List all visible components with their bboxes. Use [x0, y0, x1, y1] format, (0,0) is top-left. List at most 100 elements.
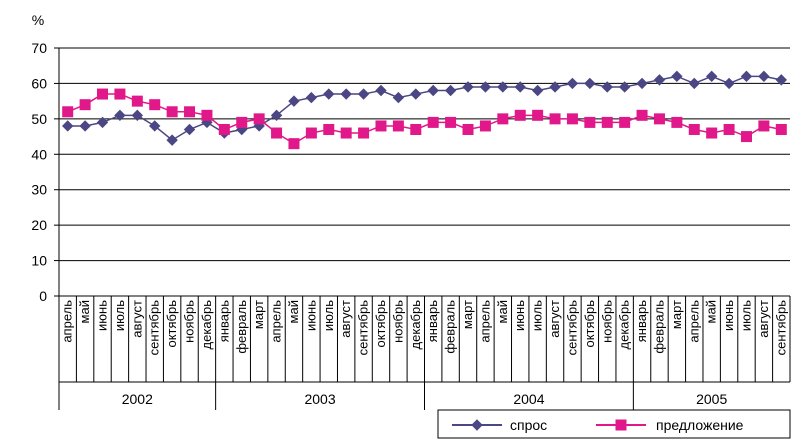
y-tick-label-60: 60: [31, 75, 47, 91]
x-tick-label: март: [669, 300, 684, 329]
data-point-demand: [79, 120, 91, 132]
data-point-supply: [131, 95, 143, 107]
data-point-supply: [323, 123, 335, 135]
data-point-supply: [288, 138, 300, 150]
data-point-demand: [149, 120, 161, 132]
data-point-supply: [566, 113, 578, 125]
x-tick-label: июль: [738, 300, 753, 331]
x-tick-label: март: [251, 300, 266, 329]
data-point-demand: [723, 77, 735, 90]
data-point-supply: [253, 113, 265, 125]
data-point-supply: [340, 127, 352, 139]
x-tick-label: октябрь: [582, 300, 597, 348]
data-point-demand: [549, 81, 561, 93]
x-tick-label: январь: [634, 300, 649, 342]
x-tick-label: август: [756, 300, 771, 338]
series-demand: [61, 70, 788, 146]
data-point-demand: [705, 70, 718, 83]
x-tick-label: июнь: [303, 300, 318, 331]
data-point-demand: [323, 88, 335, 100]
x-tick-label: май: [286, 300, 301, 323]
data-point-demand: [392, 91, 405, 104]
data-point-supply: [79, 99, 91, 111]
plot-area: [59, 48, 790, 296]
data-point-demand: [497, 81, 509, 93]
data-point-supply: [410, 123, 422, 135]
data-point-supply: [514, 109, 526, 121]
x-tick-label: июнь: [95, 300, 110, 331]
x-tick-label: январь: [216, 300, 231, 342]
x-tick-label: март: [460, 300, 475, 329]
series-group: [61, 70, 788, 150]
year-label-2003: 2003: [304, 391, 335, 407]
data-point-supply: [775, 123, 787, 135]
data-point-supply: [601, 116, 613, 128]
data-point-demand: [288, 95, 300, 107]
data-point-supply: [427, 116, 439, 128]
data-point-demand: [636, 77, 648, 90]
data-point-demand: [131, 109, 144, 122]
data-point-supply: [653, 113, 665, 125]
x-tick-label: ноябрь: [182, 300, 197, 343]
data-point-supply: [184, 106, 196, 118]
x-tick-label: май: [495, 300, 510, 323]
data-point-supply: [549, 113, 561, 125]
data-point-supply: [706, 127, 718, 139]
data-point-supply: [375, 120, 387, 132]
data-point-supply: [218, 123, 230, 135]
data-point-demand: [688, 77, 700, 90]
data-point-demand: [584, 77, 596, 90]
legend-marker-supply: [615, 419, 627, 431]
legend-marker-demand: [471, 419, 483, 431]
x-tick-label: ноябрь: [599, 300, 614, 343]
y-tick-label-40: 40: [31, 146, 47, 162]
x-tick-label: май: [704, 300, 719, 323]
data-point-supply: [636, 109, 648, 121]
data-point-supply: [445, 116, 457, 128]
data-point-demand: [566, 77, 579, 90]
data-point-demand: [96, 116, 109, 129]
year-label-2002: 2002: [122, 391, 153, 407]
x-tick-label: апрель: [686, 300, 701, 343]
legend-label-supply: предложение: [656, 417, 744, 433]
x-tick-label: сентябрь: [564, 300, 579, 356]
data-point-demand: [183, 123, 196, 136]
data-point-supply: [358, 127, 370, 139]
data-point-demand: [671, 70, 683, 83]
y-axis-label: %: [32, 12, 44, 28]
axes: [58, 48, 791, 383]
data-point-demand: [357, 88, 370, 100]
data-point-supply: [671, 116, 683, 128]
data-point-supply: [688, 123, 700, 135]
data-point-demand: [775, 74, 788, 86]
data-point-supply: [305, 127, 317, 139]
x-tick-label: август: [129, 300, 144, 338]
series-supply: [62, 88, 787, 150]
x-tick-label: июль: [530, 300, 545, 331]
data-point-supply: [740, 131, 752, 143]
grid-lines: [59, 47, 790, 262]
legend: спрос предложение: [437, 409, 791, 439]
data-point-demand: [618, 81, 631, 93]
x-tick-label: февраль: [443, 300, 458, 354]
x-tick-label: апрель: [60, 300, 75, 343]
data-point-supply: [584, 116, 596, 128]
data-point-demand: [653, 74, 666, 86]
data-point-supply: [392, 120, 404, 132]
data-point-demand: [444, 84, 457, 97]
data-point-demand: [514, 81, 526, 93]
data-point-supply: [271, 127, 283, 139]
data-point-supply: [114, 88, 126, 100]
x-tick-label: июль: [321, 300, 336, 331]
x-tick-label: декабрь: [199, 300, 214, 350]
x-tick-label: декабрь: [408, 300, 423, 350]
x-tick-label: август: [338, 300, 353, 338]
x-axis-month-labels: апрель май июнь июль август сентябрь октябрь но…: [60, 300, 789, 356]
y-tick-label-0: 0: [39, 288, 47, 304]
data-point-supply: [97, 88, 109, 100]
data-point-demand: [462, 81, 474, 93]
x-tick-label: июль: [112, 300, 127, 331]
data-point-demand: [601, 81, 613, 93]
data-point-demand: [114, 109, 126, 122]
